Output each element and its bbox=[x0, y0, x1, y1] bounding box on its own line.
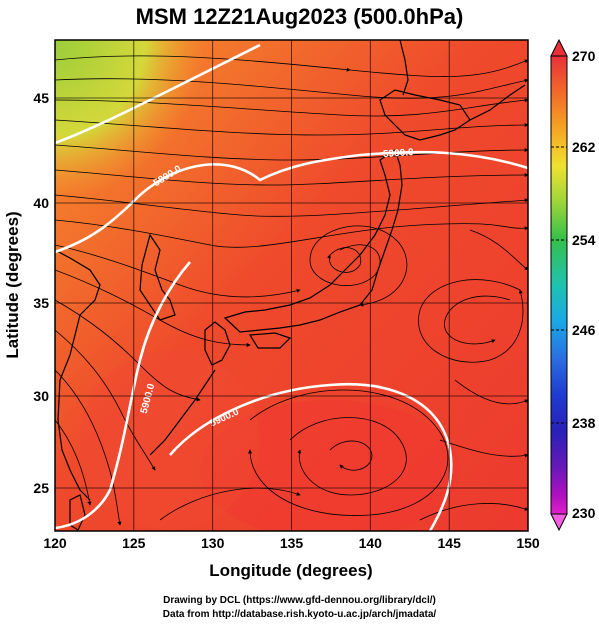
x-tick-label: 145 bbox=[438, 535, 462, 551]
streamlines bbox=[55, 55, 528, 526]
hokkaido-coast bbox=[379, 89, 471, 141]
x-axis-label: Longitude (degrees) bbox=[209, 561, 372, 580]
y-tick-label: 35 bbox=[33, 295, 49, 311]
colorbar-label: 246 bbox=[572, 322, 596, 338]
x-tick-label: 135 bbox=[280, 535, 304, 551]
credit-line-drawing: Drawing by DCL (https://www.gfd-dennou.o… bbox=[163, 595, 436, 606]
colorbar: 270 262 254 246 238 230 bbox=[550, 38, 596, 532]
x-tick-label: 150 bbox=[516, 535, 540, 551]
x-tick-label: 130 bbox=[201, 535, 225, 551]
honshu-coast bbox=[223, 149, 403, 333]
contour-line-5900-south bbox=[169, 382, 453, 531]
colorbar-bottom-arrow bbox=[550, 513, 568, 532]
ryukyu-islands bbox=[149, 369, 216, 456]
credit-line-data: Data from http://database.rish.kyoto-u.a… bbox=[162, 609, 437, 620]
y-tick-label: 40 bbox=[33, 195, 49, 211]
credits: Drawing by DCL (https://www.gfd-dennou.o… bbox=[0, 594, 599, 622]
grid bbox=[55, 40, 528, 531]
colorbar-top-arrow bbox=[550, 38, 568, 57]
shikoku-coast bbox=[248, 332, 292, 349]
contour-label: 5900.0 bbox=[383, 147, 415, 160]
kuril-coast bbox=[469, 84, 526, 121]
colorbar-label: 238 bbox=[572, 415, 596, 431]
x-axis-ticks: 120 125 130 135 140 145 150 bbox=[43, 535, 540, 551]
colorbar-label: 262 bbox=[572, 139, 596, 155]
y-tick-label: 30 bbox=[33, 388, 49, 404]
contour-line-5800 bbox=[55, 43, 261, 145]
contour-line-5900-north bbox=[55, 150, 528, 254]
colorbar-label: 270 bbox=[572, 48, 596, 64]
x-tick-label: 140 bbox=[359, 535, 383, 551]
y-tick-label: 45 bbox=[33, 90, 49, 106]
y-axis-ticks: 25 30 35 40 45 bbox=[33, 90, 49, 496]
map-title: MSM 12Z21Aug2023 (500.0hPa) bbox=[135, 4, 464, 29]
korea-coast bbox=[139, 233, 176, 321]
colorbar-label: 230 bbox=[572, 505, 596, 521]
colorbar-scale bbox=[550, 55, 568, 515]
x-tick-label: 125 bbox=[122, 535, 146, 551]
taiwan-coast bbox=[69, 494, 86, 531]
plot-frame bbox=[54, 39, 529, 532]
colorbar-label: 254 bbox=[572, 232, 596, 248]
coastlines bbox=[55, 40, 526, 531]
kyushu-coast bbox=[204, 321, 231, 366]
china-coast bbox=[55, 249, 101, 501]
y-tick-label: 25 bbox=[33, 480, 49, 496]
x-tick-label: 120 bbox=[43, 535, 67, 551]
y-axis-label: Latitude (degrees) bbox=[3, 211, 22, 358]
